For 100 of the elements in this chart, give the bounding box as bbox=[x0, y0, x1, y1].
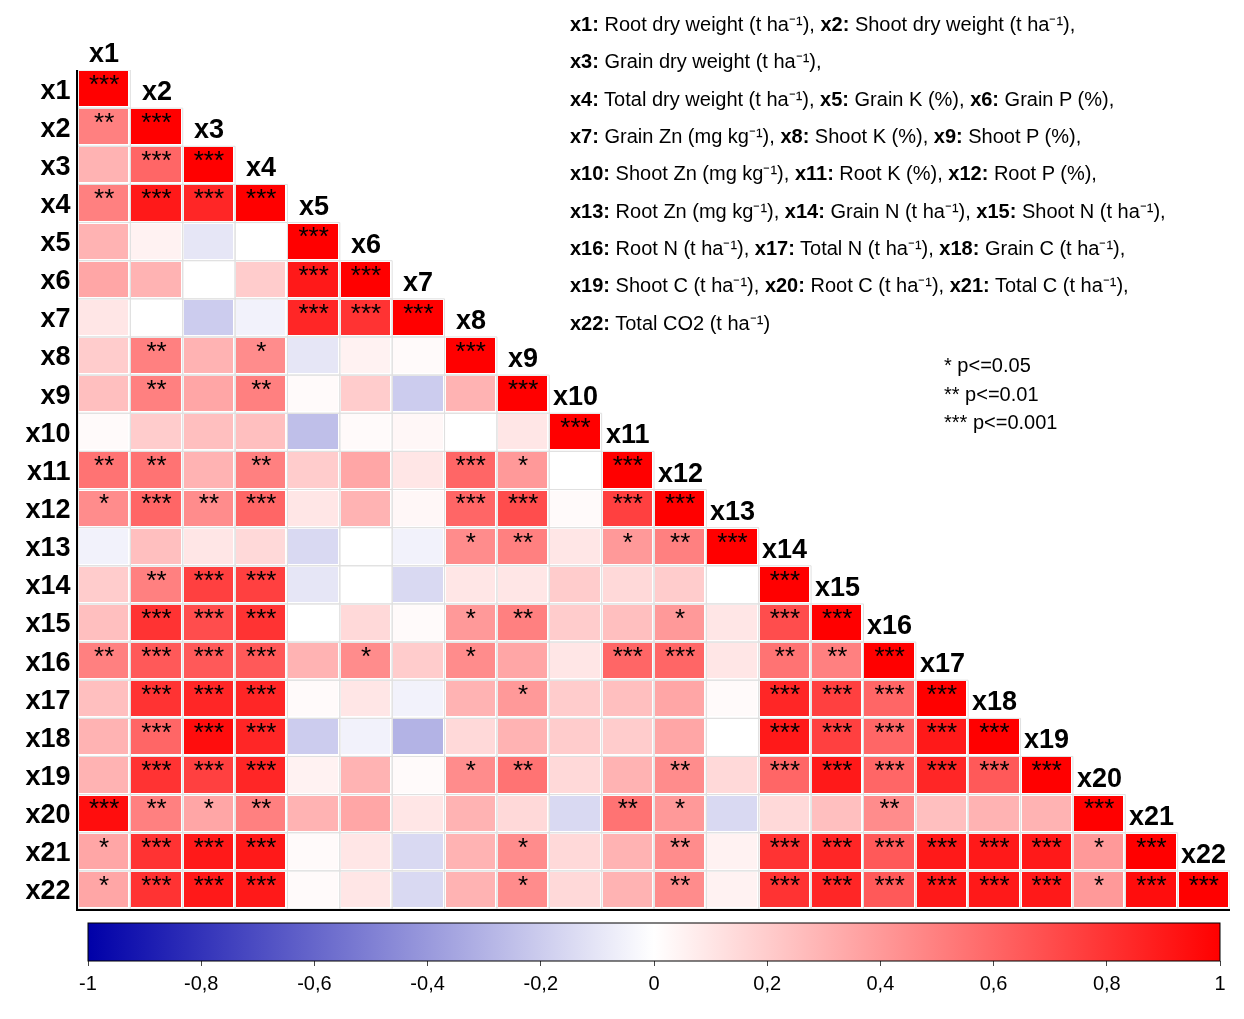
data-label: *** bbox=[1136, 869, 1167, 900]
y-tick-label: x5 bbox=[40, 227, 71, 258]
data-label: *** bbox=[246, 488, 277, 519]
data-label: *** bbox=[298, 297, 329, 328]
data-label: ** bbox=[774, 640, 796, 671]
data-label: *** bbox=[822, 717, 853, 748]
data-label: * bbox=[465, 640, 476, 671]
data-label: *** bbox=[612, 640, 643, 671]
data-label: *** bbox=[141, 640, 172, 671]
data-label: *** bbox=[560, 412, 591, 443]
data-label: * bbox=[465, 602, 476, 633]
y-tick-label: x14 bbox=[25, 570, 71, 601]
color-bar-label: -0,4 bbox=[410, 972, 445, 994]
data-label: *** bbox=[822, 831, 853, 862]
data-label: ** bbox=[512, 602, 534, 633]
data-label: *** bbox=[246, 869, 277, 900]
data-label: ** bbox=[827, 640, 848, 671]
data-label: *** bbox=[1031, 755, 1062, 786]
data-label: * bbox=[518, 869, 529, 900]
annotation: x16: Root N (t ha⁻¹), x17: Total N (t ha⁻¹), x18: Grain C (t ha⁻¹), bbox=[570, 237, 1126, 259]
data-label: *** bbox=[193, 831, 225, 862]
data-label: *** bbox=[874, 640, 905, 671]
data-label: *** bbox=[141, 831, 172, 862]
data-label: * bbox=[465, 755, 476, 786]
data-label: * bbox=[99, 488, 110, 519]
data-label: *** bbox=[665, 640, 696, 671]
data-label: *** bbox=[246, 831, 277, 862]
data-label: *** bbox=[926, 755, 958, 786]
y-tick-label: x10 bbox=[25, 417, 71, 448]
annotation: x3: Grain dry weight (t ha⁻¹), bbox=[570, 50, 822, 72]
annotation: x13: Root Zn (mg kg⁻¹), x14: Grain N (t ha⁻¹), x15: Shoot N (t ha⁻¹), bbox=[570, 200, 1166, 222]
data-label: *** bbox=[298, 221, 329, 252]
annotation: ** p<=0.01 bbox=[944, 383, 1039, 405]
data-label: * bbox=[465, 526, 476, 557]
annotation: x7: Grain Zn (mg kg⁻¹), x8: Shoot K (%), x9: Shoot P (%), bbox=[570, 125, 1082, 147]
data-label: *** bbox=[1083, 793, 1115, 824]
data-label: ** bbox=[146, 564, 167, 595]
data-label: *** bbox=[246, 602, 277, 633]
data-label: *** bbox=[89, 793, 120, 824]
color-bar-label: 0 bbox=[648, 972, 660, 994]
y-tick-label: x21 bbox=[25, 837, 71, 868]
data-label: * bbox=[1094, 869, 1105, 900]
data-label: ** bbox=[670, 869, 691, 900]
data-label: * bbox=[518, 450, 529, 481]
data-label: *** bbox=[665, 488, 696, 519]
y-tick-label: x18 bbox=[25, 722, 71, 753]
data-label: ** bbox=[617, 793, 638, 824]
data-label: *** bbox=[979, 831, 1010, 862]
data-label: *** bbox=[455, 450, 486, 481]
y-tick-label: x20 bbox=[25, 799, 71, 830]
data-label: *** bbox=[769, 755, 801, 786]
data-label: ** bbox=[94, 183, 115, 214]
data-label: *** bbox=[246, 679, 277, 710]
data-label: * bbox=[203, 793, 214, 824]
y-tick-label: x22 bbox=[25, 875, 71, 906]
data-label: *** bbox=[874, 831, 905, 862]
data-label: *** bbox=[874, 869, 905, 900]
color-bar-label: 0,2 bbox=[753, 972, 782, 994]
data-label: ** bbox=[251, 793, 272, 824]
data-label: *** bbox=[926, 869, 958, 900]
data-label: *** bbox=[926, 679, 958, 710]
data-label: *** bbox=[926, 717, 958, 748]
data-label: *** bbox=[979, 869, 1010, 900]
data-label: * bbox=[99, 869, 110, 900]
data-label: *** bbox=[769, 717, 801, 748]
data-label: *** bbox=[874, 717, 905, 748]
data-label: *** bbox=[141, 107, 172, 138]
data-label: *** bbox=[193, 183, 225, 214]
data-label: *** bbox=[769, 679, 801, 710]
text: x1: Root dry weight (t ha⁻¹), x2: Shoot dry weight (t ha⁻¹), bbox=[570, 13, 1076, 35]
data-label: ** bbox=[251, 373, 272, 404]
data-label: *** bbox=[1031, 869, 1062, 900]
annotation: x19: Shoot C (t ha⁻¹), x20: Root C (t ha⁻¹), x21: Total C (t ha⁻¹), bbox=[570, 274, 1129, 296]
data-label: *** bbox=[455, 335, 486, 366]
data-label: ** bbox=[670, 755, 691, 786]
data-label: *** bbox=[193, 679, 225, 710]
data-label: *** bbox=[141, 183, 172, 214]
data-label: *** bbox=[141, 679, 172, 710]
y-tick-label: x16 bbox=[25, 646, 71, 677]
data-label: *** bbox=[246, 564, 277, 595]
y-tick-label: x11 bbox=[27, 455, 71, 486]
color-bar-label: -0,8 bbox=[183, 972, 219, 994]
data-label: *** bbox=[246, 183, 277, 214]
data-label: ** bbox=[879, 793, 900, 824]
color-bar-label: -0,2 bbox=[523, 972, 559, 994]
color-bar-label: 1 bbox=[1214, 972, 1226, 994]
data-label: ** bbox=[146, 450, 167, 481]
annotation: * p<=0.05 bbox=[944, 354, 1031, 376]
y-tick-label: x15 bbox=[25, 608, 71, 639]
data-label: *** bbox=[1188, 869, 1219, 900]
y-tick-label: x9 bbox=[40, 379, 71, 410]
data-label: *** bbox=[193, 755, 225, 786]
data-label: *** bbox=[193, 564, 225, 595]
data-label: *** bbox=[193, 145, 225, 176]
data-label: * bbox=[675, 793, 686, 824]
data-label: *** bbox=[141, 869, 172, 900]
data-label: *** bbox=[246, 755, 277, 786]
color-bar-label: 0,8 bbox=[1092, 972, 1121, 994]
data-label: *** bbox=[1031, 831, 1062, 862]
data-label: *** bbox=[141, 755, 172, 786]
